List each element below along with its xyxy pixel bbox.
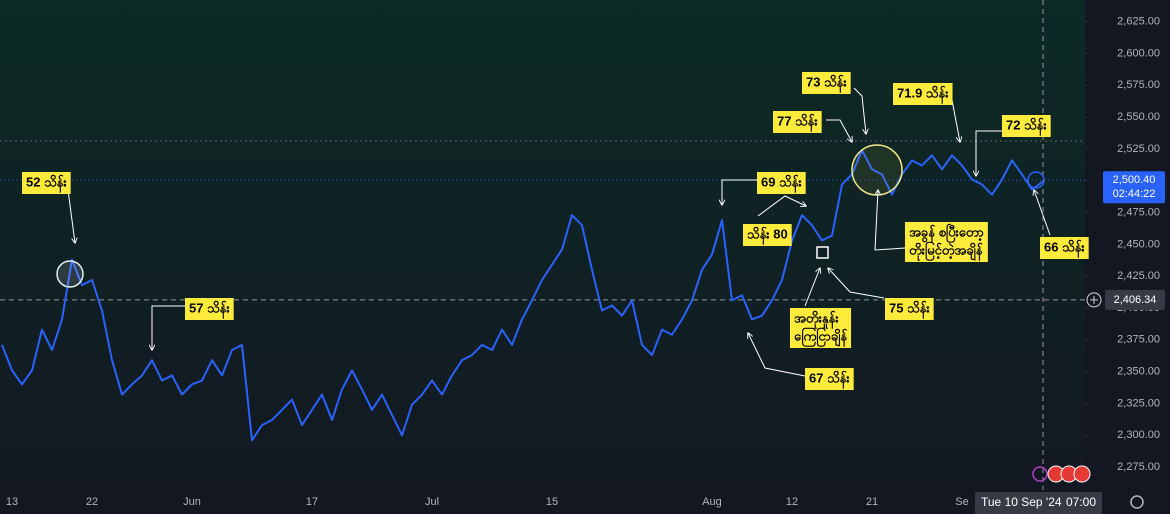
annotation-arrow xyxy=(748,333,806,377)
x-tick-label: Jul xyxy=(425,496,439,508)
annotation-box xyxy=(802,72,851,94)
y-tick-label: 2,325.00 xyxy=(1117,397,1160,409)
annotation-text: 66 သိန်း xyxy=(1044,238,1085,258)
x-tick-label: 13 xyxy=(6,496,18,508)
add-button[interactable] xyxy=(1086,292,1102,308)
y-tick-label: 2,575.00 xyxy=(1117,79,1160,91)
annotation-box xyxy=(22,172,71,194)
event-icons xyxy=(1032,465,1144,509)
y-tick-label: 2,425.00 xyxy=(1117,270,1160,282)
crosshair-price-box xyxy=(1105,289,1165,310)
annotation-text: အခွန် စပြီးတော့ xyxy=(909,223,985,243)
crosshair-date-box xyxy=(975,492,1102,514)
y-tick-label: 2,600.00 xyxy=(1117,47,1160,59)
annotation-text: 77 သိန်း xyxy=(777,112,818,132)
highlight xyxy=(851,144,903,196)
last-price-label: 2,500.40 xyxy=(1113,174,1156,186)
price-line xyxy=(1,149,1043,442)
annotation-arrow xyxy=(757,195,806,217)
annotation-box xyxy=(1002,115,1051,137)
annotation-arrow xyxy=(722,179,757,205)
annotation-arrow xyxy=(951,99,960,142)
annotation-box xyxy=(757,172,806,194)
annotation-text: တိုးမြင့်တဲ့အချိန် xyxy=(909,240,984,261)
crosshair-time: 07:00 xyxy=(1066,495,1096,509)
annotation-arrow xyxy=(874,190,906,251)
annotation-box xyxy=(905,222,988,262)
crosshair-price-label: 2,406.34 xyxy=(1114,294,1157,306)
y-tick-label: 2,525.00 xyxy=(1117,143,1160,155)
x-tick-label: Aug xyxy=(702,496,722,508)
annotation-text: ကြေငြာချိန် xyxy=(794,326,848,347)
y-tick-label: 2,275.00 xyxy=(1117,461,1160,473)
annotation-arrow xyxy=(152,305,185,350)
y-tick-label: 2,475.00 xyxy=(1117,206,1160,218)
annotation-box xyxy=(185,298,234,320)
add-icon xyxy=(1090,295,1098,304)
y-tick-label: 2,375.00 xyxy=(1117,334,1160,346)
annotation-arrow xyxy=(976,130,1002,176)
highlight xyxy=(816,246,829,259)
annotation-text: 52 သိန်း xyxy=(26,173,67,193)
price-axis xyxy=(1085,0,1170,514)
x-tick-label: Se xyxy=(955,496,968,508)
settings-icon[interactable] xyxy=(1130,495,1144,509)
annotation-arrow xyxy=(826,119,852,142)
x-tick-label: 15 xyxy=(546,496,558,508)
crosshair-date: Tue 10 Sep '24 xyxy=(981,495,1062,509)
annotation-box xyxy=(805,368,854,390)
annotation-text: သိန်း 80 xyxy=(747,225,788,245)
annotation-text: 67 သိန်း xyxy=(809,369,850,389)
annotation-text: 72 သိန်း xyxy=(1006,116,1047,136)
y-tick-label: 2,625.00 xyxy=(1117,16,1160,28)
highlight xyxy=(1027,171,1045,189)
x-tick-label: 17 xyxy=(306,496,318,508)
annotation-arrow xyxy=(1034,190,1051,236)
annotation-text: 73 သိန်း xyxy=(806,73,847,93)
annotation-box xyxy=(773,111,822,133)
annotation-arrow xyxy=(67,189,75,243)
y-tick-label: 2,550.00 xyxy=(1117,111,1160,123)
x-tick-label: 21 xyxy=(866,496,878,508)
y-tick-label: 2,300.00 xyxy=(1117,429,1160,441)
annotation-text: 69 သိန်း xyxy=(761,173,802,193)
annotation-text: အတိုးနှုန်း xyxy=(794,309,839,329)
x-tick-label: Jun xyxy=(183,496,201,508)
highlight xyxy=(56,260,84,288)
annotation-arrow xyxy=(804,268,820,307)
annotation-text: 57 သိန်း xyxy=(189,299,230,319)
annotation-box xyxy=(790,308,852,348)
annotation-box xyxy=(885,298,934,320)
y-tick-label: 2,350.00 xyxy=(1117,366,1160,378)
annotation-arrow xyxy=(853,87,866,134)
countdown: 02:44:22 xyxy=(1113,188,1156,200)
y-tick-label: 2,450.00 xyxy=(1117,238,1160,250)
annotation-box xyxy=(743,224,792,246)
last-price-box xyxy=(1103,171,1165,204)
annotation-arrow xyxy=(828,268,885,299)
annotation-box xyxy=(1040,237,1089,259)
x-tick-label: 12 xyxy=(786,496,798,508)
annotation-text: 75 သိန်း xyxy=(889,299,930,319)
annotation-box xyxy=(893,83,953,105)
annotation-text: 71.9 သိန်း xyxy=(897,84,949,104)
x-tick-label: 22 xyxy=(86,496,98,508)
